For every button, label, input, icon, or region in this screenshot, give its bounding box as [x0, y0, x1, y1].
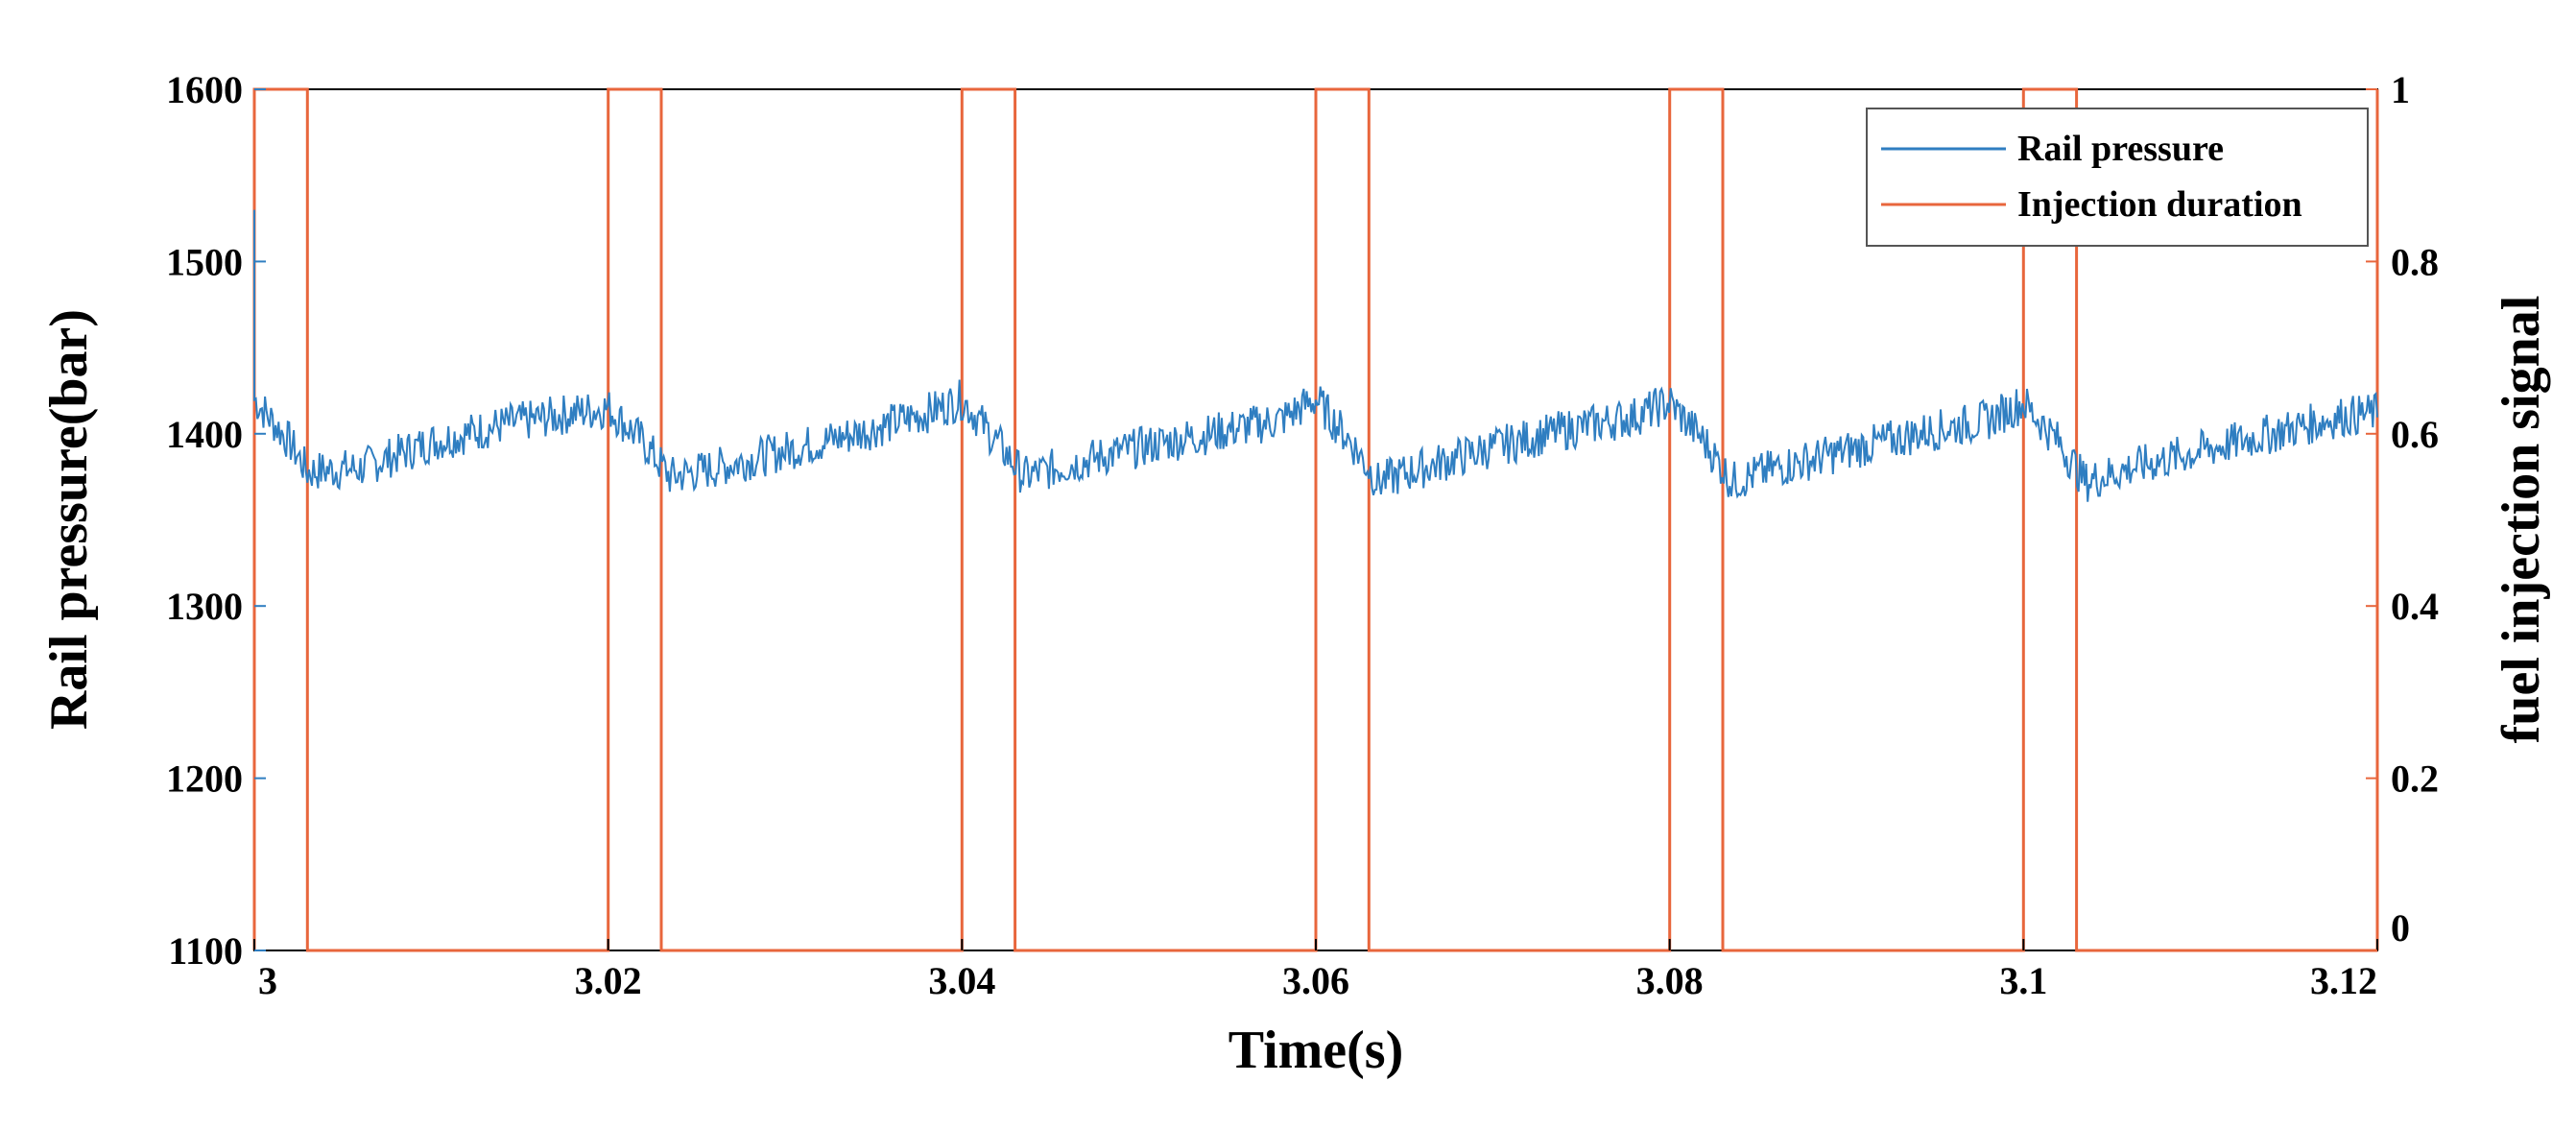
x-axis-label: Time(s)	[1228, 1021, 1404, 1080]
x-tick-label: 3.08	[1636, 959, 1704, 1002]
left-y-axis-label: Rail pressure(bar)	[39, 309, 99, 730]
right-y-tick-label: 0.6	[2391, 413, 2439, 456]
left-y-tick-label: 1600	[166, 68, 243, 111]
x-tick-label: 3.04	[928, 959, 995, 1002]
x-tick-label: 3	[258, 959, 277, 1002]
left-y-tick-label: 1500	[166, 240, 243, 283]
series-rail-pressure	[253, 209, 2378, 502]
left-y-tick-label: 1400	[166, 413, 243, 456]
x-tick-label: 3.1	[1999, 959, 2047, 1002]
legend-label-rail-pressure: Rail pressure	[2017, 129, 2224, 169]
right-y-axis-label: fuel injection signal	[2492, 296, 2551, 744]
left-y-tick-label: 1200	[166, 757, 243, 801]
x-tick-label: 3.12	[2310, 959, 2377, 1002]
x-tick-label: 3.06	[1282, 959, 1349, 1002]
right-y-tick-label: 0.4	[2391, 585, 2439, 628]
left-y-tick-label: 1300	[166, 585, 243, 628]
right-y-tick-label: 1	[2391, 68, 2410, 111]
ticks-layer: 3 3.02 3.04 3.06 3.08 3.1 3.12 1100 1200 1300 1400…	[166, 68, 2439, 1002]
right-y-tick-label: 0.2	[2391, 757, 2439, 801]
legend-box	[1866, 108, 2369, 247]
right-y-tick-label: 0	[2391, 906, 2410, 950]
legend: Rail pressure Injection duration	[1866, 108, 2369, 247]
x-tick-label: 3.02	[575, 959, 642, 1002]
legend-label-injection-duration: Injection duration	[2017, 184, 2302, 225]
left-y-tick-label: 1100	[168, 929, 243, 973]
right-y-tick-label: 0.8	[2391, 240, 2439, 283]
